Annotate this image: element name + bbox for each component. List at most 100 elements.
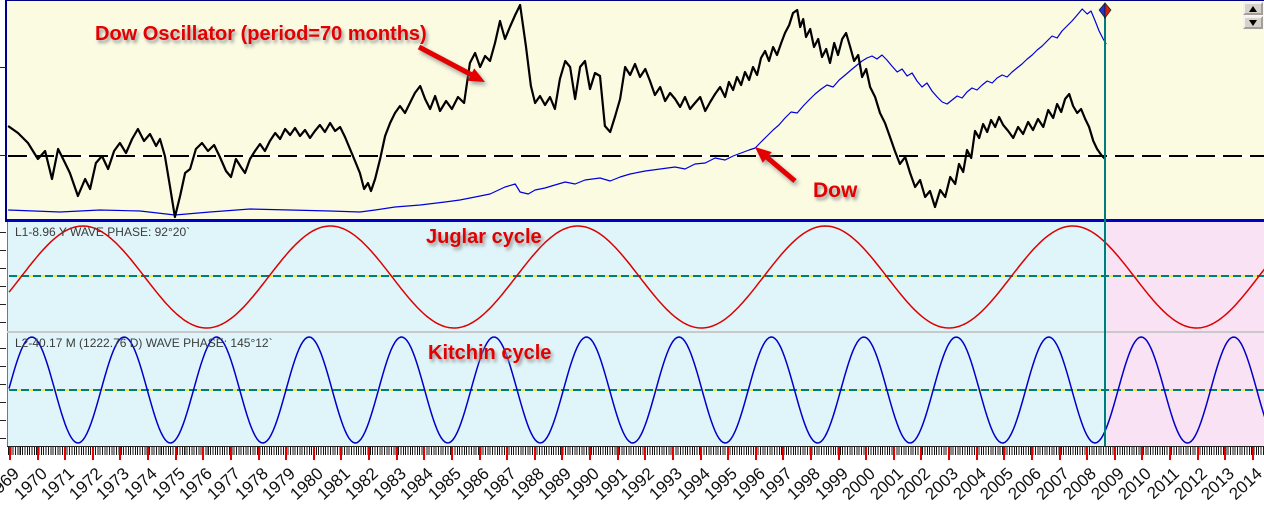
year-label: 2006 [1004, 464, 1045, 504]
year-tick [1141, 447, 1144, 460]
year-tick [1058, 447, 1061, 460]
oscillator-annotation: Dow Oscillator (period=70 months) [95, 23, 427, 45]
year-label: 2000 [838, 464, 880, 504]
year-label: 1990 [562, 464, 603, 504]
year-tick [644, 447, 647, 460]
year-label: 2005 [976, 464, 1018, 504]
year-tick [368, 447, 371, 460]
kitchin-cycle-line [8, 336, 1264, 444]
year-label: 2008 [1059, 464, 1101, 504]
year-tick [340, 447, 343, 460]
juglar-cycle-line [8, 225, 1264, 329]
year-label: 1982 [341, 464, 383, 504]
year-tick [64, 447, 67, 460]
year-label: 1973 [92, 464, 134, 504]
time-cursor-line [1104, 16, 1106, 446]
oscillator-chart [7, 3, 1107, 219]
year-label: 1986 [451, 464, 493, 504]
year-tick [1251, 447, 1254, 460]
year-label: 1993 [645, 464, 686, 504]
year-label: 1992 [617, 464, 659, 504]
year-label: 1970 [9, 464, 51, 504]
dow-line [8, 8, 1107, 216]
year-tick [671, 447, 674, 460]
kitchin-cycle-label: Kitchin cycle [428, 342, 552, 364]
year-tick [948, 447, 951, 460]
year-label: 1995 [700, 464, 742, 504]
year-tick [727, 447, 730, 460]
time-cursor-handle[interactable] [1098, 2, 1113, 19]
year-label: 2013 [1197, 464, 1239, 504]
year-tick [1196, 447, 1199, 460]
panel-divider [7, 219, 1264, 222]
juglar-midline [9, 275, 1264, 277]
year-tick [589, 447, 592, 460]
year-tick [837, 447, 840, 460]
year-tick [202, 447, 205, 460]
axis-tick [0, 322, 6, 323]
year-tick [754, 447, 757, 460]
year-tick [892, 447, 895, 460]
year-label: 2002 [893, 464, 935, 504]
axis-tick [0, 438, 6, 439]
year-tick [975, 447, 978, 460]
year-tick [9, 447, 11, 460]
year-tick [506, 447, 509, 460]
juglar-chart [8, 225, 1264, 329]
year-label: 2001 [866, 464, 907, 504]
scroll-up-button[interactable] [1243, 2, 1263, 15]
year-label: 1977 [203, 464, 244, 504]
year-label: 1979 [258, 464, 300, 504]
kitchin-panel: L2-40.17 M (1222.76 D) WAVE PHASE: 145°1… [7, 333, 1264, 446]
year-label: 1999 [810, 464, 852, 504]
year-label: 1978 [230, 464, 272, 504]
year-tick [1169, 447, 1172, 460]
year-label: 2011 [1143, 464, 1183, 503]
year-label: 2010 [1114, 464, 1156, 504]
dow-annotation: Dow [813, 179, 858, 202]
axis-tick [0, 232, 6, 233]
minor-ticks [8, 447, 1264, 455]
year-tick [1113, 447, 1116, 460]
year-tick [450, 447, 453, 460]
juglar-wave-phase-label: L1-8.96 Y WAVE PHASE: 92°20` [15, 225, 191, 239]
axis-tick [0, 155, 6, 156]
year-tick [147, 447, 150, 460]
year-tick [699, 447, 702, 460]
juglar-panel: L1-8.96 Y WAVE PHASE: 92°20` Juglar cycl… [7, 222, 1264, 331]
year-label: 2012 [1169, 464, 1211, 504]
year-label: 1998 [783, 464, 824, 504]
year-tick [809, 447, 812, 460]
year-label: 1975 [148, 464, 189, 504]
axis-tick [0, 348, 6, 349]
year-label: 1980 [286, 464, 327, 504]
year-tick [1224, 447, 1227, 460]
year-tick [616, 447, 619, 460]
kitchin-wave-phase-label: L2-40.17 M (1222.76 D) WAVE PHASE: 145°1… [15, 336, 273, 350]
scroll-down-button[interactable] [1243, 16, 1263, 29]
oscillator-arrow-icon [417, 44, 485, 82]
year-tick [561, 447, 564, 460]
year-tick [119, 447, 122, 460]
year-label: 1969 [0, 464, 23, 504]
year-tick [478, 447, 481, 460]
dow-oscillator-line [7, 3, 1106, 219]
year-label: 1983 [369, 464, 410, 504]
axis-tick [0, 250, 6, 251]
year-label: 1972 [65, 464, 106, 504]
axis-tick [0, 286, 6, 287]
kitchin-chart [8, 336, 1264, 444]
year-tick [229, 447, 232, 460]
year-label: 2004 [949, 464, 990, 504]
year-label: 1971 [37, 464, 79, 504]
year-tick [257, 447, 260, 460]
year-tick [36, 447, 39, 460]
year-label: 1988 [507, 464, 548, 504]
year-label: 1974 [120, 464, 162, 504]
year-tick [423, 447, 426, 460]
year-tick [395, 447, 398, 460]
year-tick [920, 447, 923, 460]
year-label: 1984 [396, 464, 438, 504]
year-label: 1987 [479, 464, 521, 504]
